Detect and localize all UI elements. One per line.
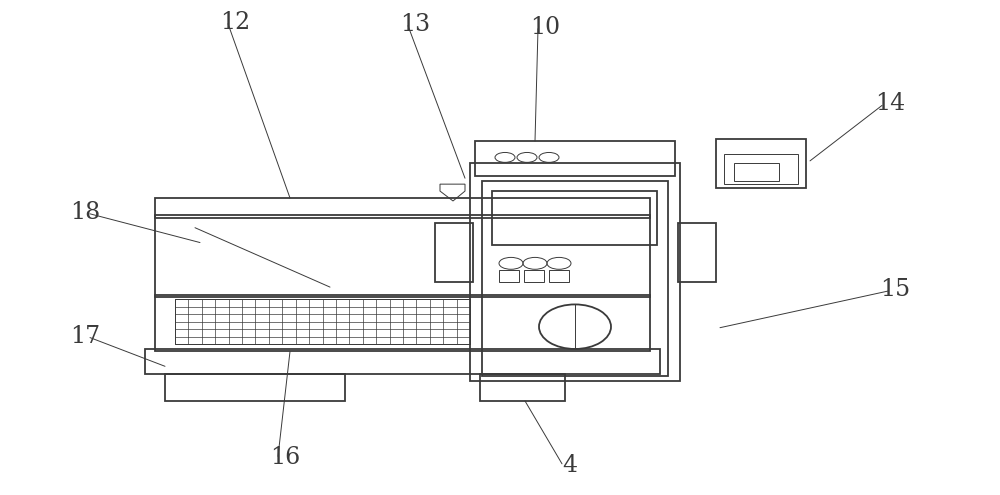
Bar	[480, 374, 565, 401]
Bar	[524, 270, 544, 282]
Bar	[155, 215, 650, 297]
Bar	[145, 349, 660, 374]
Bar	[482, 181, 668, 376]
Bar	[716, 139, 806, 188]
Text: 14: 14	[875, 93, 905, 115]
Text: 12: 12	[220, 11, 250, 34]
Bar	[734, 163, 779, 181]
Text: 15: 15	[880, 278, 910, 301]
Text: 17: 17	[70, 325, 100, 348]
Bar	[499, 270, 519, 282]
Text: 13: 13	[400, 13, 430, 36]
Bar	[155, 295, 650, 351]
Bar	[155, 198, 650, 218]
Bar	[678, 223, 716, 282]
Bar	[492, 191, 657, 245]
Text: 16: 16	[270, 446, 300, 469]
Bar	[724, 154, 798, 184]
Bar	[470, 163, 680, 381]
Text: 18: 18	[70, 201, 100, 224]
Bar	[549, 270, 569, 282]
Bar	[475, 141, 675, 176]
Text: 4: 4	[562, 454, 578, 477]
Bar	[165, 374, 345, 401]
Bar	[175, 299, 470, 344]
Bar	[435, 223, 473, 282]
Text: 10: 10	[530, 16, 560, 39]
